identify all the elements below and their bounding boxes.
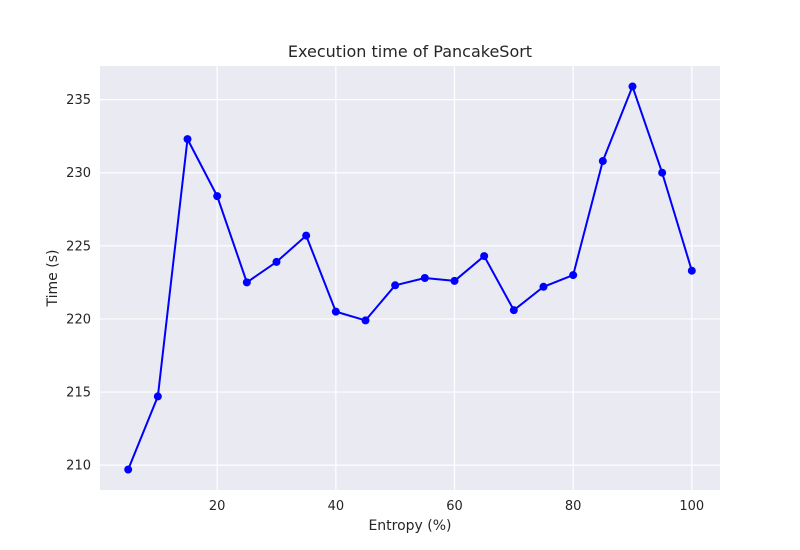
data-point	[242, 278, 251, 287]
x-axis-label: Entropy (%)	[368, 518, 451, 534]
data-point	[331, 307, 340, 316]
data-point	[391, 281, 400, 290]
data-point	[598, 157, 607, 166]
data-point	[302, 231, 311, 240]
data-point	[361, 316, 370, 325]
y-tick-label: 215	[66, 386, 91, 401]
x-tick-label: 100	[679, 499, 704, 514]
data-point	[569, 271, 578, 280]
x-tick-label: 40	[328, 499, 345, 514]
y-tick-label: 210	[66, 459, 91, 474]
data-point	[628, 82, 637, 91]
x-tick-label: 80	[565, 499, 582, 514]
data-point	[272, 257, 281, 266]
x-tick-label: 60	[446, 499, 463, 514]
series-line	[127, 85, 693, 470]
plot-background	[100, 66, 720, 490]
data-point	[124, 465, 133, 474]
y-tick-label: 225	[66, 239, 91, 254]
data-point	[213, 192, 222, 201]
data-point	[539, 282, 548, 291]
series-layer	[124, 82, 696, 474]
data-point	[509, 306, 518, 315]
data-point	[420, 274, 429, 282]
x-tick-label: 20	[209, 499, 226, 514]
y-axis-label: Time (s)	[45, 250, 61, 308]
data-point	[687, 266, 696, 275]
y-tick-label: 220	[66, 312, 91, 327]
data-point	[450, 276, 459, 285]
y-tick-label: 230	[66, 166, 91, 181]
data-point	[183, 135, 192, 144]
y-tick-label: 235	[66, 93, 91, 108]
data-point	[658, 168, 667, 177]
data-point	[480, 252, 489, 261]
chart-title: Execution time of PancakeSort	[288, 42, 532, 61]
tick-labels: 20 40 60 80 100 210 215 220 225 230 235	[66, 93, 704, 514]
data-point	[153, 392, 162, 401]
grid-lines	[100, 66, 720, 490]
